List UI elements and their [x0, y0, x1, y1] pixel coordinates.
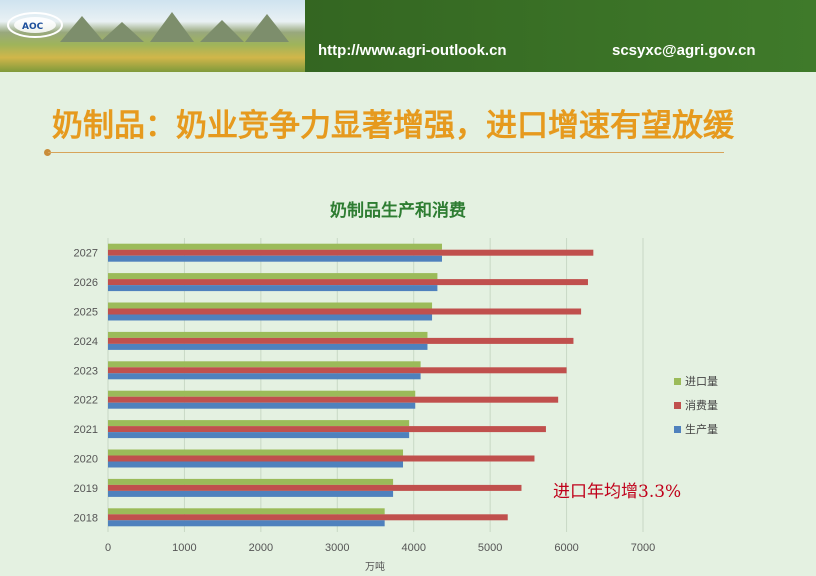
bar-2022-1 [108, 396, 559, 403]
y-tick-label: 2023 [74, 365, 98, 377]
bar-2021-0 [108, 420, 410, 427]
legend-label: 进口量 [685, 375, 718, 388]
bar-2023-2 [108, 373, 421, 380]
bar-2019-0 [108, 478, 394, 485]
bar-2027-0 [108, 243, 442, 250]
bar-2024-0 [108, 331, 428, 338]
bar-2018-2 [108, 520, 385, 527]
bars-group [108, 243, 594, 527]
bar-2025-1 [108, 308, 582, 315]
bar-2021-1 [108, 426, 546, 433]
y-tick-label: 2022 [74, 395, 98, 407]
x-axis-labels: 0 1000 2000 3000 4000 5000 6000 7000 [105, 542, 655, 554]
bar-2025-2 [108, 314, 433, 321]
x-tick-label: 3000 [325, 542, 349, 554]
legend-label: 生产量 [685, 422, 718, 436]
landscape-photo [0, 0, 305, 72]
bar-2026-1 [108, 279, 588, 286]
bar-2018-0 [108, 508, 385, 515]
x-tick-label: 1000 [172, 542, 196, 554]
bar-2022-0 [108, 390, 416, 397]
site-email-link[interactable]: scsyxc@agri.gov.cn [612, 42, 756, 59]
bar-2022-2 [108, 402, 416, 409]
bar-2023-0 [108, 361, 421, 368]
bar-2024-1 [108, 337, 574, 344]
y-axis-labels: 2018 2019 2020 2021 2022 2023 2024 2025 2026 2027 [74, 248, 98, 525]
x-tick-label: 0 [105, 542, 111, 554]
title-divider [48, 152, 724, 153]
x-tick-label: 7000 [631, 542, 655, 554]
bar-2024-2 [108, 343, 428, 350]
mountain-shape [245, 14, 289, 42]
import-growth-annotation: 进口年均增3.3% [553, 482, 681, 502]
bar-2018-1 [108, 514, 508, 521]
y-tick-label: 2018 [74, 512, 98, 524]
mountain-shape [100, 22, 144, 42]
bar-2021-2 [108, 432, 410, 439]
aoc-logo-icon: AOC [7, 12, 63, 38]
mountain-shape [60, 16, 104, 42]
x-tick-label: 5000 [478, 542, 502, 554]
site-url-link[interactable]: http://www.agri-outlook.cn [318, 42, 507, 59]
bar-2026-0 [108, 273, 438, 280]
bar-2019-2 [108, 490, 394, 497]
x-tick-label: 6000 [554, 542, 578, 554]
legend-swatch [674, 402, 681, 409]
x-axis-unit: 万吨 [365, 560, 385, 573]
bar-2019-1 [108, 484, 522, 491]
bar-2025-0 [108, 302, 433, 309]
title-rule-dot [44, 149, 51, 156]
page-title: 奶制品：奶业竞争力显著增强，进口增速有望放缓 [52, 108, 734, 144]
y-tick-label: 2020 [74, 454, 98, 466]
bar-2020-1 [108, 455, 535, 462]
x-tick-label: 4000 [401, 542, 425, 554]
chart-title: 奶制品生产和消费 [330, 200, 466, 221]
bar-2027-2 [108, 255, 442, 262]
x-tick-label: 2000 [249, 542, 273, 554]
bar-2023-1 [108, 367, 567, 374]
mountain-shape [200, 20, 244, 42]
legend-swatch [674, 378, 681, 385]
y-tick-label: 2019 [74, 483, 98, 495]
logo-text: AOC [22, 22, 44, 32]
y-tick-label: 2025 [74, 307, 98, 319]
y-tick-label: 2021 [74, 424, 98, 436]
bar-2027-1 [108, 249, 594, 256]
y-tick-label: 2027 [74, 248, 98, 260]
legend-swatch [674, 426, 681, 433]
bar-2026-2 [108, 285, 438, 292]
header-banner: AOC http://www.agri-outlook.cn scsyxc@ag… [0, 0, 816, 72]
legend-label: 消费量 [685, 398, 718, 412]
bar-2020-0 [108, 449, 404, 456]
mountain-shape [150, 12, 194, 42]
y-tick-label: 2024 [74, 336, 98, 348]
bar-2020-2 [108, 461, 404, 468]
y-tick-label: 2026 [74, 277, 98, 289]
